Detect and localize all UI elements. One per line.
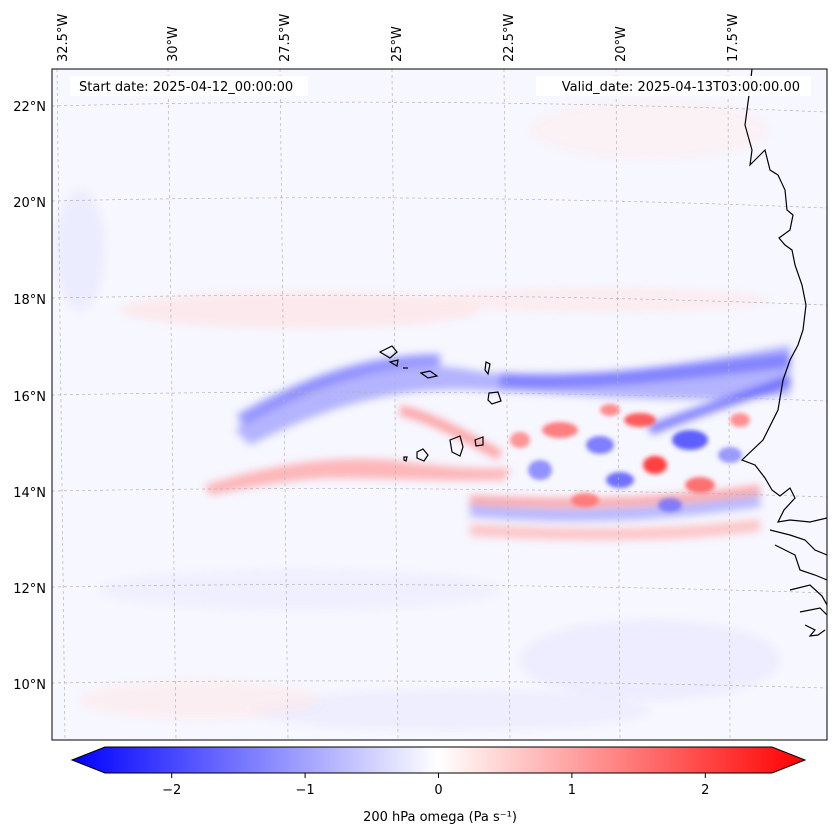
island-santo-antao: [378, 345, 398, 359]
coastline: [378, 69, 827, 637]
colorbar-bar: [70, 746, 807, 774]
colorbar-ticks: −2 −1 0 1 2: [162, 773, 709, 798]
lon-label: 25°W: [390, 26, 405, 62]
start-date-label: Start date: 2025-04-12_00:00:00: [79, 80, 293, 95]
lon-label: 27.5°W: [278, 14, 293, 62]
map-border: [51, 68, 828, 741]
lat-label: 16°N: [13, 390, 46, 405]
colorbar-tick-label: 0: [434, 783, 442, 798]
lat-label: 10°N: [13, 678, 46, 693]
start-date-box: [70, 76, 308, 96]
colorbar: −2 −1 0 1 2 200 hPa omega (Pa s⁻¹): [70, 746, 807, 825]
lon-label: 32.5°W: [56, 14, 71, 62]
gridlines: [52, 69, 827, 740]
lat-label: 18°N: [13, 293, 46, 308]
longitude-labels: 32.5°W 30°W 27.5°W 25°W 22.5°W 20°W 17.5…: [56, 14, 741, 62]
lon-label: 30°W: [166, 26, 181, 62]
colorbar-tick-label: −1: [296, 783, 315, 798]
lon-label: 20°W: [614, 26, 629, 62]
lat-label: 14°N: [13, 486, 46, 501]
colorbar-label: 200 hPa omega (Pa s⁻¹): [363, 810, 517, 825]
lat-label: 22°N: [13, 100, 46, 115]
colorbar-tick-label: 2: [701, 783, 709, 798]
valid-date-box: [536, 76, 811, 96]
colorbar-tick-label: 1: [568, 783, 576, 798]
valid-date-label: Valid_date: 2025-04-13T03:00:00.00: [562, 80, 800, 95]
lon-label: 22.5°W: [502, 14, 517, 62]
lon-label: 17.5°W: [726, 14, 741, 62]
lat-label: 20°N: [13, 196, 46, 211]
latitude-labels: 22°N 20°N 18°N 16°N 14°N 12°N 10°N: [13, 100, 46, 693]
lat-label: 12°N: [13, 582, 46, 597]
colorbar-tick-label: −2: [162, 783, 181, 798]
omega-field: [52, 69, 827, 740]
map-panel: Start date: 2025-04-12_00:00:00 Valid_da…: [51, 68, 828, 741]
